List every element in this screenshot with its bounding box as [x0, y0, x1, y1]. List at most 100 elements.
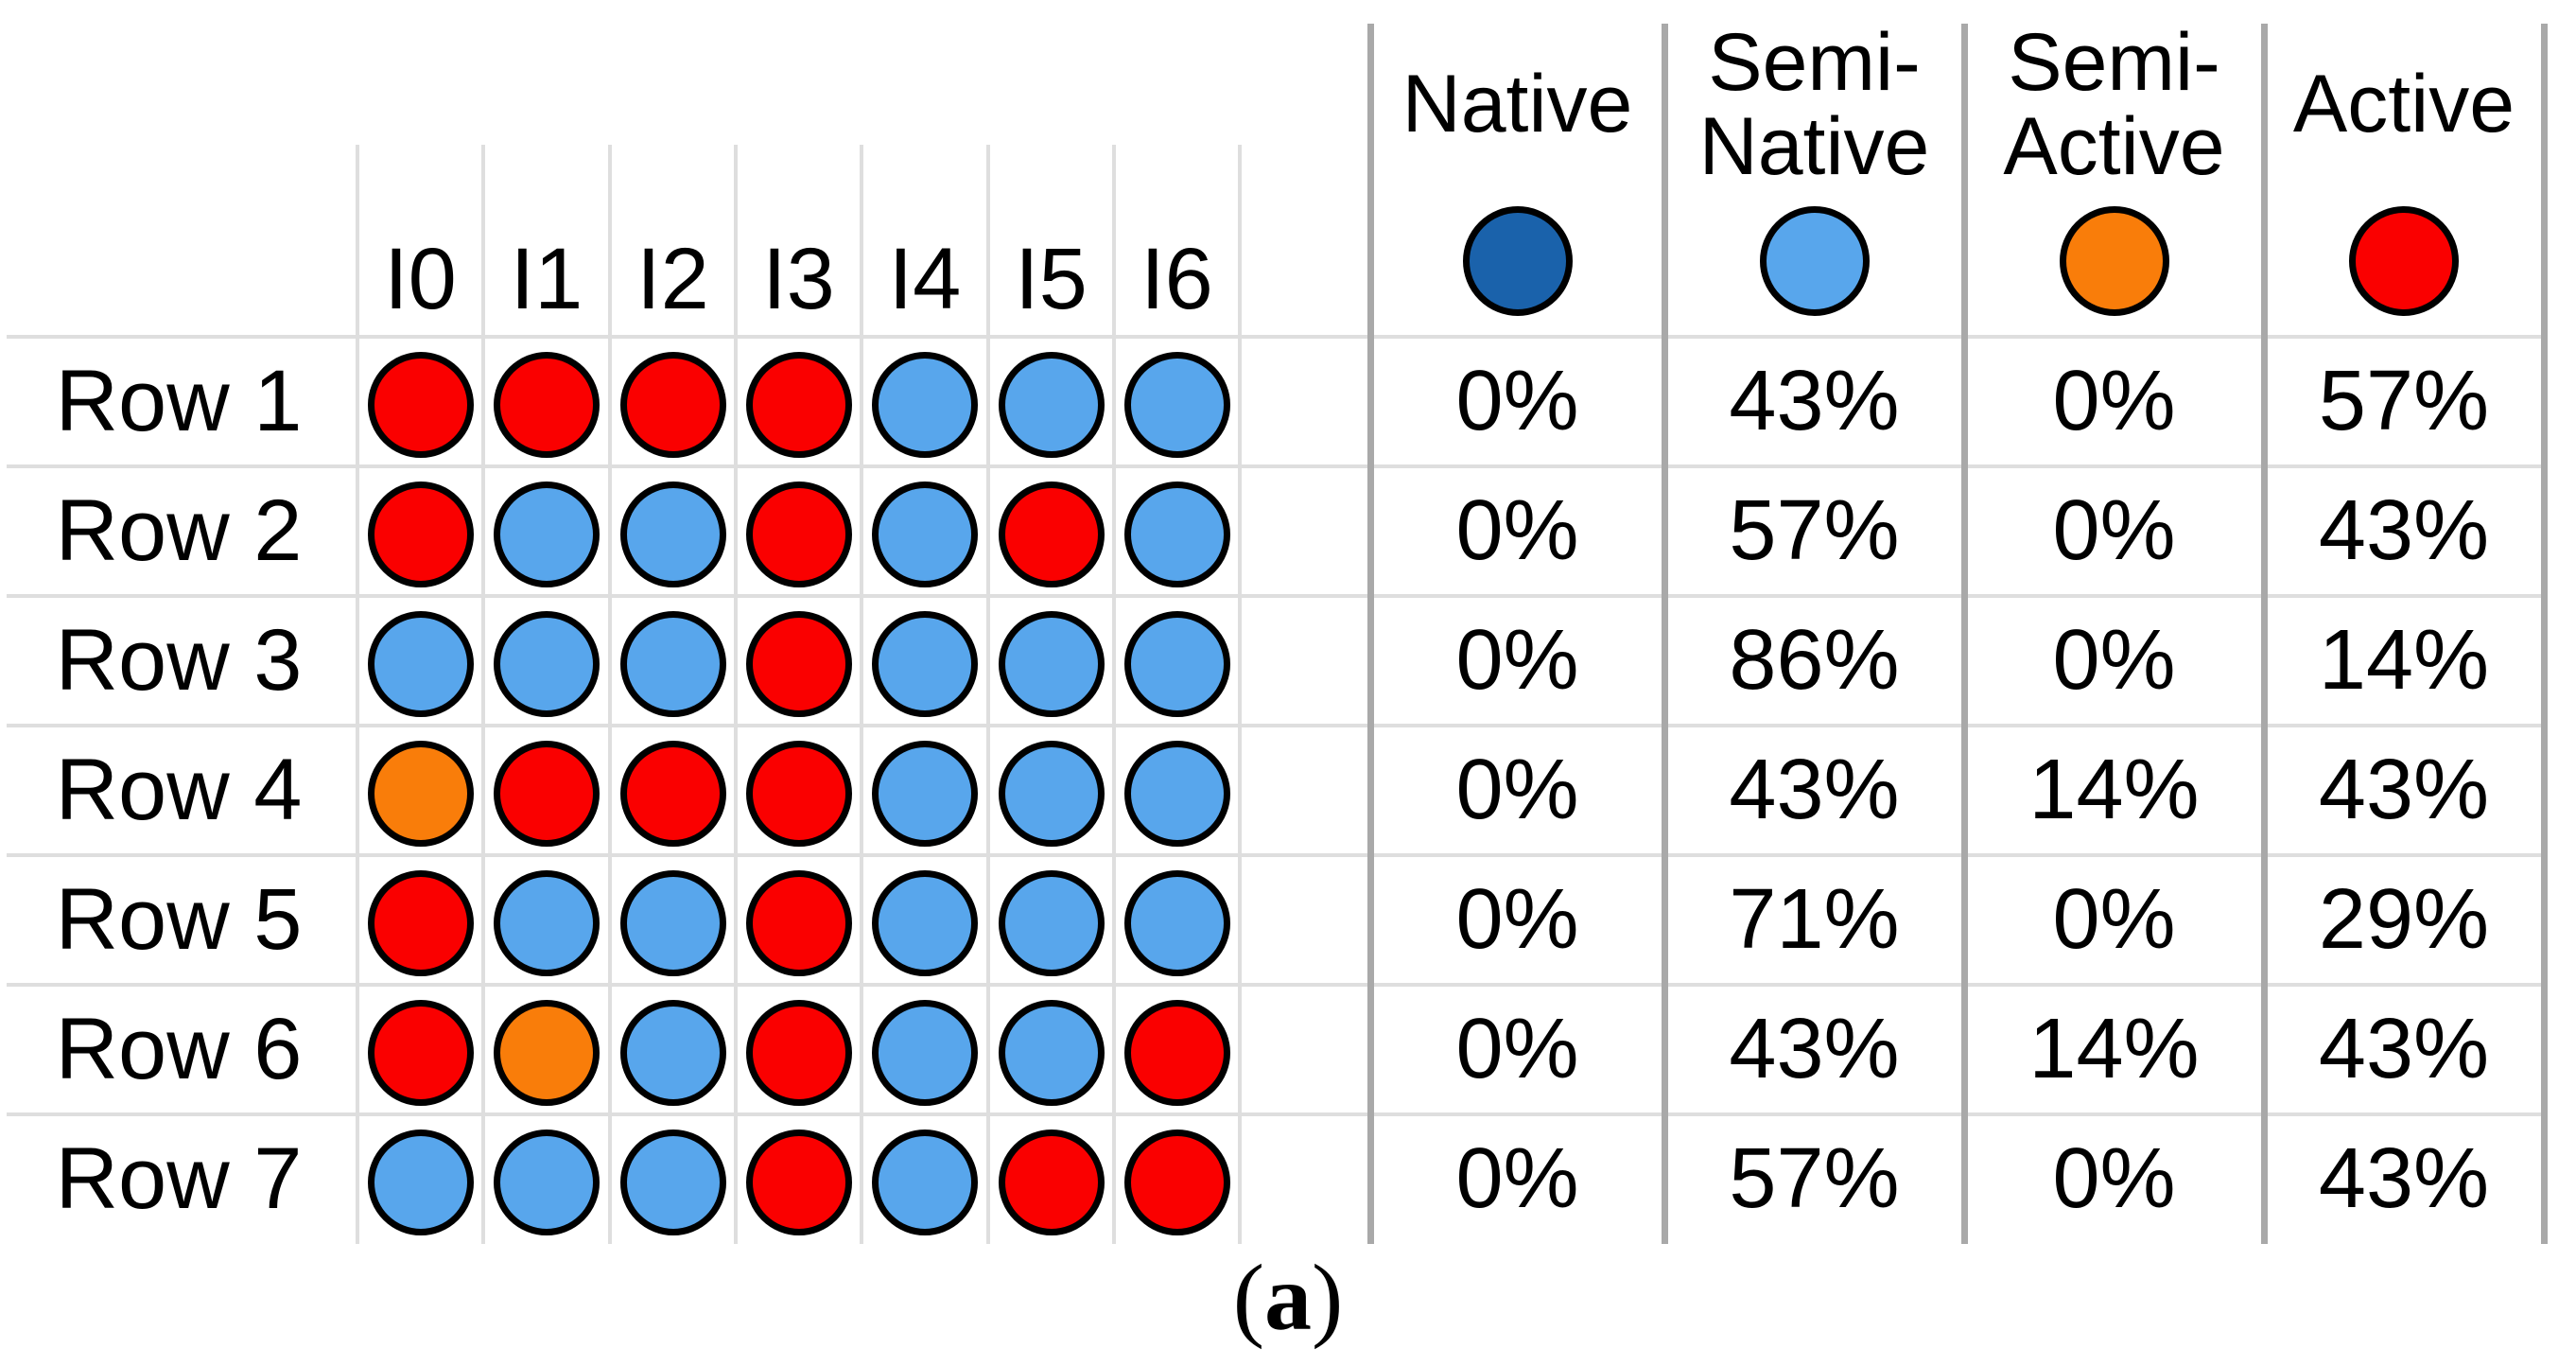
matrix-dot-semi_native	[619, 611, 726, 717]
row-label: Row 2	[55, 482, 303, 579]
matrix-dot-semi_native	[367, 1130, 474, 1235]
matrix-dot-active	[619, 352, 726, 458]
matrix-dot-semi_native	[998, 1000, 1105, 1106]
percent-cell: 0%	[1455, 1001, 1579, 1096]
matrix-dot-active	[745, 1000, 852, 1106]
matrix-dot-active	[745, 611, 852, 717]
matrix-dot-semi_native	[494, 1130, 600, 1235]
row-grid-line	[7, 594, 2544, 598]
percent-cell: 0%	[2052, 353, 2176, 448]
percent-cell: 57%	[2318, 353, 2490, 448]
percent-cell: 0%	[2052, 871, 2176, 967]
matrix-dot-semi_native	[1123, 352, 1230, 458]
matrix-dot-semi_active	[494, 1000, 600, 1106]
percent-cell: 86%	[1729, 612, 1900, 708]
percent-cell: 43%	[2318, 1130, 2490, 1226]
percent-cell: 0%	[2052, 482, 2176, 578]
matrix-dot-active	[494, 741, 600, 847]
percent-cell: 0%	[1455, 871, 1579, 967]
row-grid-line	[7, 1112, 2544, 1116]
row-grid-line	[7, 853, 2544, 857]
percent-cell: 43%	[2318, 742, 2490, 837]
row-grid-line	[7, 464, 2544, 468]
percent-cell: 14%	[2318, 612, 2490, 708]
matrix-dot-active	[1123, 1130, 1230, 1235]
percent-cell: 43%	[1729, 353, 1900, 448]
matrix-dot-active	[745, 1130, 852, 1235]
matrix-dot-semi_native	[872, 1000, 978, 1106]
matrix-dot-semi_native	[872, 482, 978, 587]
matrix-dot-active	[367, 482, 474, 587]
matrix-dot-semi_native	[494, 611, 600, 717]
matrix-dot-active	[745, 482, 852, 587]
column-grid-line	[1238, 145, 1242, 1244]
matrix-dot-semi_native	[619, 482, 726, 587]
percent-cell: 57%	[1729, 482, 1900, 578]
percent-cell: 57%	[1729, 1130, 1900, 1226]
matrix-dot-semi_native	[998, 870, 1105, 976]
matrix-dot-active	[745, 352, 852, 458]
matrix-dot-active	[998, 482, 1105, 587]
percent-cell: 43%	[2318, 482, 2490, 578]
category-separator-line	[2541, 24, 2548, 1244]
row-label: Row 5	[55, 870, 303, 968]
matrix-dot-semi_native	[619, 1000, 726, 1106]
caption-paren-open: (	[1232, 1245, 1264, 1350]
percent-cell: 14%	[2028, 742, 2200, 837]
matrix-dot-semi_native	[998, 611, 1105, 717]
percent-cell: 43%	[1729, 1001, 1900, 1096]
matrix-dot-semi_native	[872, 870, 978, 976]
percent-cell: 43%	[2318, 1001, 2490, 1096]
matrix-dot-semi_native	[872, 741, 978, 847]
matrix-dot-semi_native	[872, 611, 978, 717]
matrix-dot-active	[998, 1130, 1105, 1235]
legend-circle-native	[1462, 206, 1573, 316]
column-grid-line	[481, 145, 485, 1244]
matrix-dot-active	[494, 352, 600, 458]
matrix-dot-semi_native	[1123, 870, 1230, 976]
percent-cell: 14%	[2028, 1001, 2200, 1096]
column-grid-line	[734, 145, 738, 1244]
matrix-dot-active	[745, 741, 852, 847]
row-grid-line	[7, 335, 2544, 339]
matrix-column-header: I5	[1015, 231, 1088, 328]
row-grid-line	[7, 724, 2544, 727]
matrix-dot-semi_native	[494, 870, 600, 976]
percent-cell: 43%	[1729, 742, 1900, 837]
percent-cell: 0%	[1455, 612, 1579, 708]
percent-cell: 0%	[1455, 482, 1579, 578]
matrix-dot-semi_native	[998, 741, 1105, 847]
matrix-dot-active	[1123, 1000, 1230, 1106]
column-grid-line	[1112, 145, 1116, 1244]
matrix-column-header: I6	[1140, 231, 1213, 328]
matrix-dot-active	[367, 870, 474, 976]
row-label: Row 7	[55, 1130, 303, 1227]
matrix-dot-semi_native	[1123, 482, 1230, 587]
matrix-dot-semi_native	[619, 870, 726, 976]
matrix-dot-semi_native	[494, 482, 600, 587]
column-grid-line	[608, 145, 612, 1244]
percent-cell: 0%	[1455, 353, 1579, 448]
matrix-column-header: I1	[510, 231, 583, 328]
column-grid-line	[860, 145, 863, 1244]
category-separator-line	[1961, 24, 1968, 1244]
row-label: Row 4	[55, 741, 303, 838]
percent-cell: 0%	[1455, 1130, 1579, 1226]
matrix-dot-active	[367, 352, 474, 458]
matrix-dot-semi_native	[872, 1130, 978, 1235]
matrix-dot-active	[619, 741, 726, 847]
legend-label: Active	[2292, 59, 2515, 150]
matrix-column-header: I0	[384, 231, 457, 328]
percent-cell: 0%	[1455, 742, 1579, 837]
legend-circle-semi_native	[1759, 206, 1870, 316]
legend-circle-semi_active	[2059, 206, 2169, 316]
matrix-column-header: I2	[636, 231, 709, 328]
matrix-column-header: I4	[888, 231, 962, 328]
matrix-dot-semi_native	[1123, 611, 1230, 717]
legend-label: Semi- Native	[1698, 16, 1930, 192]
column-grid-line	[986, 145, 990, 1244]
percent-cell: 71%	[1729, 871, 1900, 967]
legend-label: Semi- Active	[2003, 16, 2225, 192]
matrix-dot-semi_native	[619, 1130, 726, 1235]
